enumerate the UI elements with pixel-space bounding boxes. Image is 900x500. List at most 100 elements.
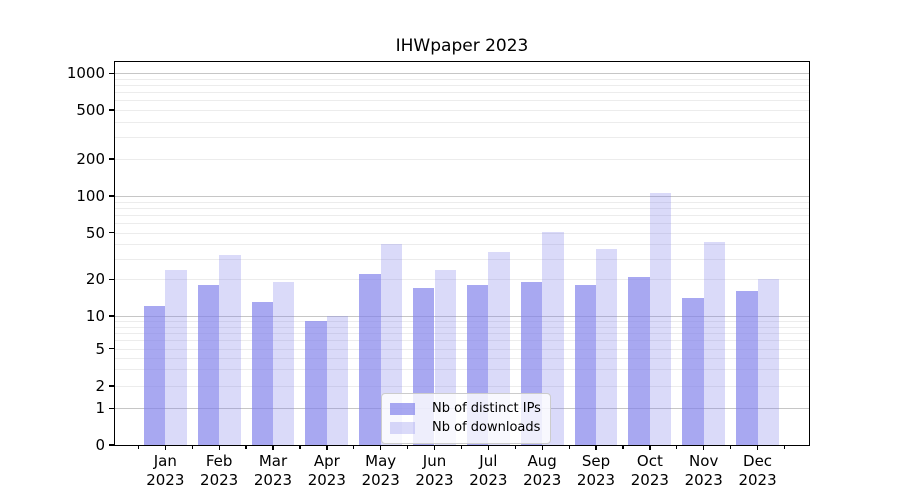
x-tick-year-jul: 2023 (469, 471, 508, 489)
bar-downloads-oct (649, 192, 672, 445)
gridline-minor-90 (115, 201, 810, 203)
x-tick-label-may: May 2023 (362, 452, 400, 490)
gridline-minor-600 (115, 100, 810, 102)
x-tick-label-dec: Dec 2023 (738, 452, 776, 490)
y-tick-1 (109, 407, 115, 409)
legend-swatch-downloads (390, 421, 415, 434)
x-tick-apr (326, 445, 328, 450)
legend-item-downloads: Nb of downloads (390, 418, 541, 437)
x-tick-month-jul: Jul (479, 452, 498, 470)
gridline-minor-900 (115, 78, 810, 80)
y-tick-100 (109, 195, 115, 197)
x-tick-month-apr: Apr (313, 452, 340, 470)
gridline-minor-200 (115, 159, 810, 160)
y-tick-label-500: 500 (76, 101, 105, 119)
bar-downloads-sep (596, 249, 618, 445)
x-tick-jul (487, 445, 490, 450)
x-tick-minor-10 (676, 445, 678, 449)
gridline-minor-30 (115, 258, 810, 260)
y-tick-20 (109, 278, 115, 280)
x-tick-mar (272, 445, 274, 450)
x-tick-minor-7 (514, 445, 516, 449)
x-tick-minor-12 (783, 445, 786, 449)
y-tick-500 (109, 109, 115, 111)
x-tick-month-dec: Dec (743, 452, 773, 470)
x-tick-jan (164, 445, 166, 450)
gridline-minor-800 (115, 85, 810, 87)
x-tick-label-jan: Jan 2023 (146, 452, 184, 490)
x-tick-label-apr: Apr 2023 (308, 452, 346, 490)
bar-distinct-ips-feb (197, 284, 220, 445)
y-tick-200 (109, 158, 115, 160)
x-tick-minor-1 (191, 445, 193, 449)
y-tick-label-100: 100 (76, 187, 105, 205)
x-tick-month-may: May (365, 452, 397, 470)
x-tick-year-oct: 2023 (630, 471, 669, 489)
x-tick-minor-11 (730, 445, 732, 449)
x-tick-feb (218, 445, 220, 450)
x-tick-label-nov: Nov 2023 (685, 452, 723, 490)
x-tick-dec (756, 445, 759, 450)
x-tick-jun (433, 445, 436, 450)
gridline-minor-500 (115, 110, 810, 111)
gridline-minor-20 (115, 279, 810, 281)
x-tick-aug (541, 445, 543, 450)
gridline-minor-50 (115, 232, 810, 234)
bar-distinct-ips-nov (682, 298, 704, 445)
bar-downloads-apr (326, 316, 349, 445)
x-tick-month-sep: Sep (581, 452, 611, 470)
y-tick-label-5: 5 (95, 339, 105, 358)
gridline-minor-9 (115, 320, 810, 322)
x-tick-may (380, 445, 382, 450)
x-tick-month-mar: Mar (258, 452, 288, 470)
x-tick-year-sep: 2023 (576, 471, 616, 489)
y-tick-label-1000: 1000 (66, 64, 105, 83)
x-tick-month-jan: Jan (153, 452, 177, 470)
legend: Nb of distinct IPs Nb of downloads (381, 393, 551, 444)
x-tick-minor-8 (568, 445, 570, 449)
bar-distinct-ips-sep (574, 284, 596, 445)
bar-downloads-mar (272, 282, 295, 445)
x-tick-label-mar: Mar 2023 (254, 452, 292, 490)
bar-distinct-ips-mar (251, 302, 273, 445)
legend-label-distinct-ips: Nb of distinct IPs (432, 401, 541, 416)
y-tick-5 (109, 348, 115, 350)
x-tick-month-aug: Aug (527, 452, 557, 470)
x-tick-minor-0 (137, 445, 140, 449)
x-tick-sep (595, 445, 597, 450)
gridline-minor-6 (115, 340, 810, 342)
y-tick-label-50: 50 (85, 223, 105, 242)
x-tick-label-jul: Jul 2023 (469, 452, 507, 490)
bar-downloads-aug (542, 231, 564, 445)
plot-area (114, 60, 811, 446)
bar-downloads-dec (757, 279, 779, 445)
gridline-minor-70 (115, 214, 810, 216)
x-tick-year-apr: 2023 (307, 471, 346, 489)
y-tick-label-2: 2 (95, 377, 105, 395)
y-tick-2 (109, 385, 115, 387)
y-tick-label-0: 0 (95, 436, 105, 454)
gridline-minor-7 (115, 332, 810, 334)
x-tick-year-jun: 2023 (415, 471, 454, 489)
x-tick-year-jan: 2023 (146, 471, 185, 489)
y-tick-1000 (109, 72, 115, 74)
legend-item-distinct-ips: Nb of distinct IPs (390, 399, 541, 418)
gridline-minor-80 (115, 207, 810, 209)
gridline-minor-5 (115, 348, 810, 350)
bar-distinct-ips-apr (305, 320, 327, 445)
x-tick-label-aug: Aug 2023 (523, 452, 561, 490)
x-tick-minor-3 (299, 445, 301, 449)
gridline-major-1000 (115, 73, 810, 75)
x-tick-nov (703, 445, 705, 450)
y-tick-50 (109, 232, 115, 234)
legend-label-downloads: Nb of downloads (432, 420, 541, 435)
bar-downloads-jan (165, 270, 187, 445)
y-tick-label-10: 10 (85, 307, 105, 325)
x-tick-year-feb: 2023 (200, 471, 239, 489)
x-tick-year-aug: 2023 (523, 471, 562, 489)
bar-distinct-ips-may (359, 274, 381, 445)
gridline-minor-400 (115, 121, 810, 123)
gridline-major-10 (115, 316, 810, 317)
x-tick-month-nov: Nov (689, 452, 719, 470)
legend-swatch-distinct-ips (390, 402, 415, 415)
